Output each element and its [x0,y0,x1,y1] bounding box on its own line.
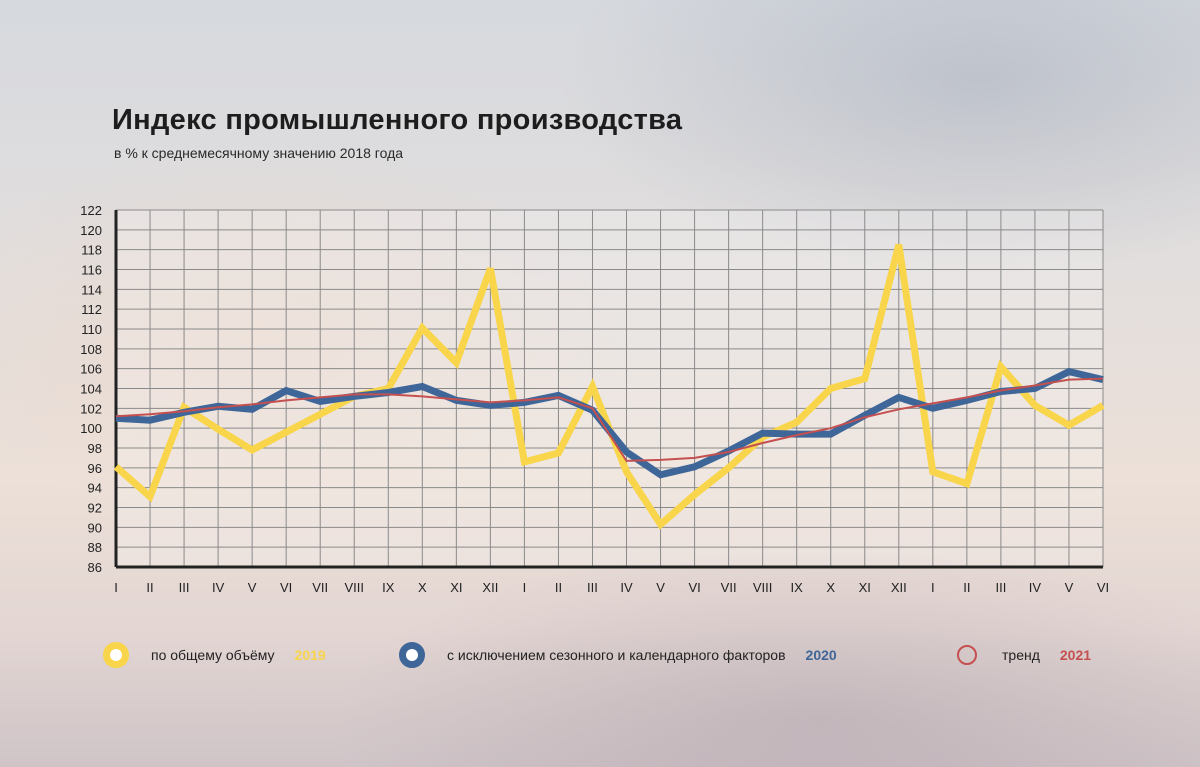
x-tick-label: IV [620,580,633,595]
legend-label-trend: тренд [1002,647,1040,663]
x-tick-label: VI [1097,580,1109,595]
x-tick-label: X [826,580,835,595]
series-seasonally-adjusted [115,367,1104,479]
legend-item-trend: тренд 2021 [954,640,1091,670]
legend-marker-total [103,642,129,668]
x-tick-label: I [523,580,527,595]
x-tick-label: III [587,580,598,595]
x-tick-label: VI [688,580,700,595]
y-tick-label: 110 [81,322,102,337]
y-tick-label: 88 [88,540,102,555]
series-trend [115,377,1104,462]
x-tick-label: VIII [753,580,773,595]
y-tick-label: 114 [81,282,102,297]
x-tick-label: VIII [344,580,364,595]
y-tick-label: 116 [81,263,102,278]
y-tick-label: 90 [88,520,102,535]
x-tick-label: III [995,580,1006,595]
y-tick-label: 108 [80,342,102,357]
legend-year-2020: 2020 [805,647,837,663]
y-tick-label: 122 [80,203,102,218]
legend-year-2021: 2021 [1059,647,1092,663]
legend-item-total: по общему объёму 2019 [103,640,326,670]
legend-label-seasonally-adjusted: с исключением сезонного и календарного ф… [447,647,786,663]
y-tick-label: 100 [80,421,102,436]
x-tick-label: V [656,580,665,595]
x-tick-label: II [146,580,153,595]
y-tick-label: 112 [81,302,102,317]
x-tick-label: XI [859,580,871,595]
x-tick-label: IV [1029,580,1042,595]
x-tick-label: VI [280,580,292,595]
y-tick-label: 106 [80,362,102,377]
y-tick-label: 96 [88,461,102,476]
y-tick-label: 86 [88,560,102,575]
y-tick-label: 92 [88,501,102,516]
x-tick-label: V [1065,580,1074,595]
x-tick-label: XII [891,580,907,595]
x-tick-label: VII [312,580,328,595]
legend-marker-seasonally-adjusted [399,642,425,668]
x-tick-label: IV [212,580,225,595]
x-tick-label: I [931,580,935,595]
y-tick-label: 118 [81,243,102,258]
chart-subtitle: в % к среднемесячному значению 2018 года [114,145,404,161]
x-tick-label: I [114,580,118,595]
grid [115,209,1104,568]
series [113,243,1105,530]
legend-marker-trend [957,645,977,665]
y-tick-label: 94 [88,481,102,496]
y-tick-label: 102 [80,401,102,416]
x-tick-label: V [248,580,257,595]
axes: 86 88 90 92 94 96 98 100 102 104 106 108 110 112 114 11… [80,203,1109,595]
legend-label-total: по общему объёму [151,647,275,663]
x-tick-label: IX [382,580,395,595]
chart-title: Индекс промышленного производства [112,104,683,136]
x-tick-label: II [555,580,562,595]
x-tick-label: III [179,580,190,595]
y-tick-label: 120 [80,223,102,238]
x-tick-label: XI [450,580,462,595]
x-tick-label: VII [721,580,737,595]
x-tick-label: II [963,580,970,595]
legend-year-2019: 2019 [294,647,326,663]
y-tick-label: 104 [80,382,102,397]
x-tick-label: X [418,580,427,595]
x-tick-label: IX [791,580,804,595]
legend-item-seasonally-adjusted: с исключением сезонного и календарного ф… [399,640,837,670]
x-tick-label: XII [482,580,498,595]
y-tick-label: 98 [88,441,102,456]
